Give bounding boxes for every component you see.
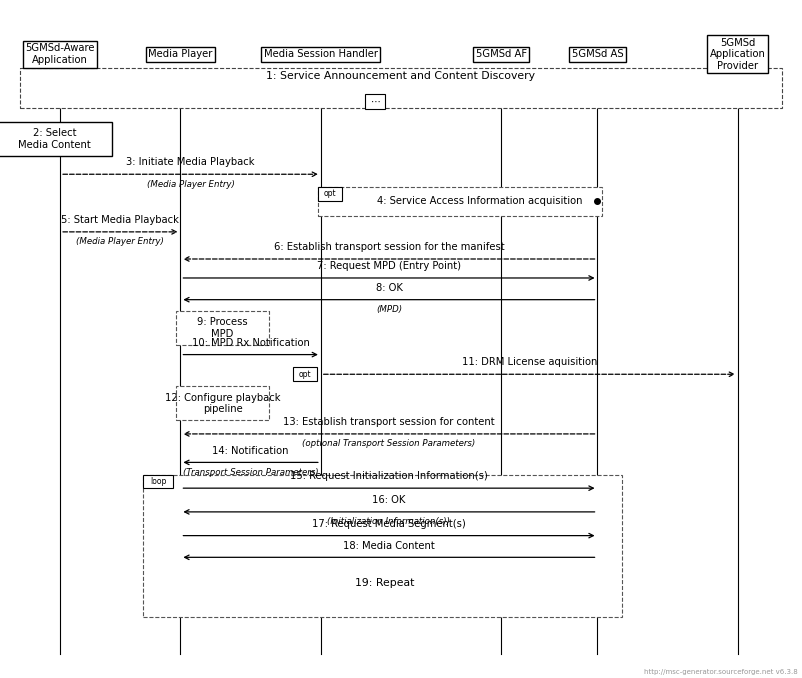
Text: 11: DRM License aquisition: 11: DRM License aquisition xyxy=(462,357,597,367)
Text: 5: Start Media Playback: 5: Start Media Playback xyxy=(62,215,179,225)
Text: Media Session Handler: Media Session Handler xyxy=(264,49,378,59)
Text: 4: Service Access Information acquisition: 4: Service Access Information acquisitio… xyxy=(377,197,583,206)
Text: 5GMSd
Application
Provider: 5GMSd Application Provider xyxy=(710,38,766,71)
FancyBboxPatch shape xyxy=(293,367,317,381)
Text: 13: Establish transport session for content: 13: Establish transport session for cont… xyxy=(283,417,495,427)
Text: 5GMSd AF: 5GMSd AF xyxy=(476,49,527,59)
Text: 12: Configure playback
pipeline: 12: Configure playback pipeline xyxy=(164,393,281,414)
FancyBboxPatch shape xyxy=(366,94,386,109)
Text: 17: Request Media Segment(s): 17: Request Media Segment(s) xyxy=(312,519,466,529)
Text: http://msc-generator.sourceforge.net v6.3.8: http://msc-generator.sourceforge.net v6.… xyxy=(644,669,798,675)
FancyBboxPatch shape xyxy=(176,386,269,420)
Text: 1: Service Announcement and Content Discovery: 1: Service Announcement and Content Disc… xyxy=(266,71,536,81)
Text: (Transport Session Parameters): (Transport Session Parameters) xyxy=(183,468,318,477)
Text: 15: Request Initialization Information(s): 15: Request Initialization Information(s… xyxy=(290,471,488,481)
Text: 5GMSd AS: 5GMSd AS xyxy=(572,49,623,59)
Text: loop: loop xyxy=(150,477,166,486)
Text: 2: Select
Media Content: 2: Select Media Content xyxy=(18,128,91,150)
Text: opt: opt xyxy=(324,189,337,199)
Text: 7: Request MPD (Entry Point): 7: Request MPD (Entry Point) xyxy=(317,261,461,271)
FancyBboxPatch shape xyxy=(20,68,782,108)
Text: 18: Media Content: 18: Media Content xyxy=(343,540,435,551)
Text: ⋯: ⋯ xyxy=(371,97,380,106)
Text: (Initialization Information(s)): (Initialization Information(s)) xyxy=(327,517,451,526)
Text: 10: MPD Rx Notification: 10: MPD Rx Notification xyxy=(192,338,310,348)
FancyBboxPatch shape xyxy=(318,187,602,216)
Text: (Media Player Entry): (Media Player Entry) xyxy=(76,237,164,246)
Text: (Media Player Entry): (Media Player Entry) xyxy=(147,180,234,188)
FancyBboxPatch shape xyxy=(143,475,173,488)
Text: 19: Repeat: 19: Repeat xyxy=(355,578,415,588)
Text: Media Player: Media Player xyxy=(148,49,213,59)
Text: 8: OK: 8: OK xyxy=(375,283,403,293)
Text: 6: Establish transport session for the manifest: 6: Establish transport session for the m… xyxy=(273,242,504,252)
Text: (optional Transport Session Parameters): (optional Transport Session Parameters) xyxy=(302,439,476,448)
Text: 5GMSd-Aware
Application: 5GMSd-Aware Application xyxy=(26,43,95,65)
FancyBboxPatch shape xyxy=(176,311,269,345)
FancyBboxPatch shape xyxy=(0,122,112,156)
FancyBboxPatch shape xyxy=(143,475,622,617)
Text: 14: Notification: 14: Notification xyxy=(213,445,289,456)
Text: 3: Initiate Media Playback: 3: Initiate Media Playback xyxy=(126,157,255,167)
Text: 9: Process
MPD: 9: Process MPD xyxy=(197,317,248,339)
Text: 16: OK: 16: OK xyxy=(372,495,406,505)
Text: opt: opt xyxy=(298,370,311,379)
Text: (MPD): (MPD) xyxy=(376,305,402,314)
FancyBboxPatch shape xyxy=(318,187,342,201)
